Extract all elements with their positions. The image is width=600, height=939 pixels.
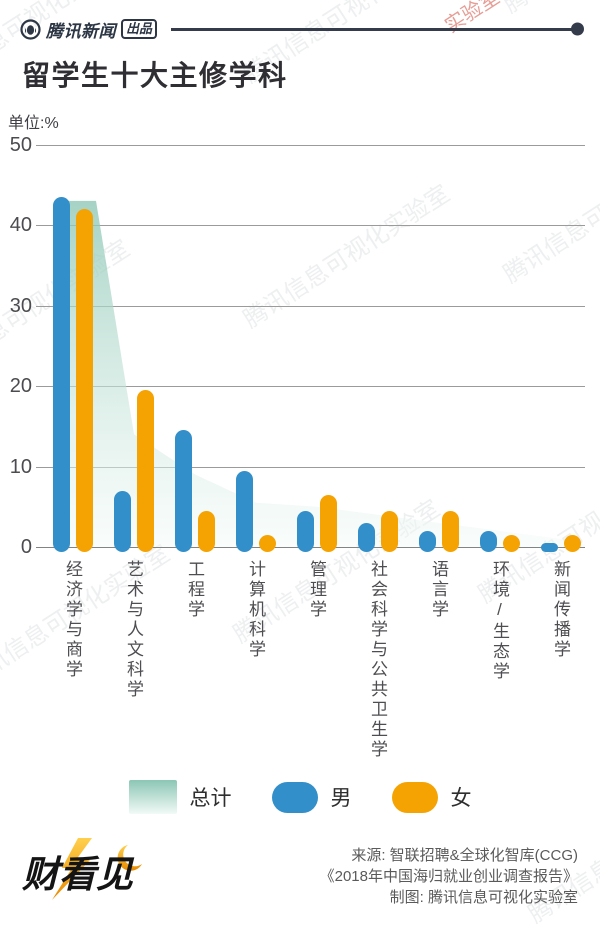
bar-女-管理学: [320, 494, 337, 552]
gridline-50: [36, 144, 585, 146]
bar-chart: 50 40 30 20 10 0 经济学与商学 艺术与人文科学 工程学 计算机科学 管理学 社会科学…: [9, 133, 585, 760]
bar-男-计算机科学: [236, 470, 253, 552]
total-swatch: [128, 780, 177, 814]
bar-女-语言学: [442, 510, 459, 552]
legend: 总计 男 女: [0, 780, 600, 814]
legend-label-total: 总计: [189, 787, 232, 810]
y-axis-tick-50: 50: [9, 133, 32, 156]
brand-badge: 出品: [121, 19, 158, 39]
header-rule: [171, 22, 584, 36]
bar-男-艺术与人文科学: [114, 490, 131, 552]
total-area-series: [56, 200, 585, 547]
x-axis-label-工程学: 工程学: [185, 560, 204, 620]
page-title: 留学生十大主修学科: [22, 60, 288, 91]
legend-item-female: 女: [391, 781, 472, 813]
bar-男-环境/生态学: [480, 530, 497, 552]
brand-name: 腾讯新闻: [46, 21, 116, 41]
x-axis-label-艺术与人文科学: 艺术与人文科学: [124, 560, 143, 700]
x-axis-label-计算机科学: 计算机科学: [246, 560, 265, 660]
x-axis-label-经济学与商学: 经济学与商学: [63, 560, 82, 680]
gridline-40: [36, 225, 585, 226]
header: 腾讯新闻 出品: [20, 16, 584, 42]
caikanjian-logo: 财看见: [22, 838, 142, 900]
tencent-news-logo: 腾讯新闻 出品: [20, 17, 158, 42]
bar-女-艺术与人文科学: [137, 390, 154, 552]
legend-item-male: 男: [271, 781, 352, 813]
gridline-20: [36, 386, 585, 387]
bar-男-管理学: [297, 510, 314, 552]
male-swatch: [271, 781, 318, 813]
gridline-30: [36, 305, 585, 307]
bar-男-社会科学与公共卫生学: [358, 522, 375, 552]
x-axis-label-语言学: 语言学: [429, 560, 448, 620]
female-swatch: [391, 781, 438, 813]
source-line-2: 《2018年中国海归就业创业调查报告》: [319, 868, 578, 885]
gridline-10: [36, 466, 585, 468]
bar-女-新闻传播学: [564, 534, 581, 552]
source-line-3: 制图: 腾讯信息可视化实验室: [389, 889, 578, 906]
lightning-icon: [52, 838, 92, 900]
bar-男-新闻传播学: [541, 542, 558, 552]
y-axis-tick-30: 30: [9, 294, 32, 317]
total-area-path: [56, 200, 585, 547]
bar-女-环境/生态学: [503, 534, 520, 552]
header-rule-dot: [571, 22, 584, 36]
bar-女-社会科学与公共卫生学: [381, 510, 398, 552]
bar-男-经济学与商学: [53, 196, 70, 552]
source-line-1: 来源: 智联招聘&全球化智库(CCG): [351, 847, 578, 864]
legend-label-female: 女: [450, 787, 472, 810]
legend-item-total: 总计: [128, 780, 232, 814]
y-axis-tick-40: 40: [9, 214, 32, 236]
unit-label: 单位:%: [8, 115, 59, 132]
x-axis-label-新闻传播学: 新闻传播学: [551, 560, 570, 660]
bar-女-工程学: [198, 510, 215, 552]
x-axis-label-环境/生态学: 环境/生态学: [490, 560, 509, 682]
y-axis-tick-0: 0: [20, 536, 32, 558]
caikanjian-logo-text: 财看见: [22, 854, 135, 895]
source-text: 来源: 智联招聘&全球化智库(CCG) 《2018年中国海归就业创业调查报告》 …: [320, 838, 578, 908]
footer: 财看见 来源: 智联招聘&全球化智库(CCG) 《2018年中国海归就业创业调查…: [22, 838, 578, 908]
bar-男-语言学: [419, 530, 436, 552]
tencent-news-icon: [20, 18, 41, 40]
y-axis-tick-10: 10: [9, 455, 32, 478]
x-axis-label-社会科学与公共卫生学: 社会科学与公共卫生学: [368, 560, 387, 760]
bar-女-计算机科学: [259, 534, 276, 552]
bar-男-工程学: [175, 430, 192, 552]
x-axis-label-管理学: 管理学: [307, 560, 326, 620]
gold-crescent-icon: [117, 845, 142, 871]
bar-女-经济学与商学: [76, 208, 93, 552]
y-axis-tick-20: 20: [9, 375, 32, 397]
legend-label-male: 男: [330, 787, 352, 810]
